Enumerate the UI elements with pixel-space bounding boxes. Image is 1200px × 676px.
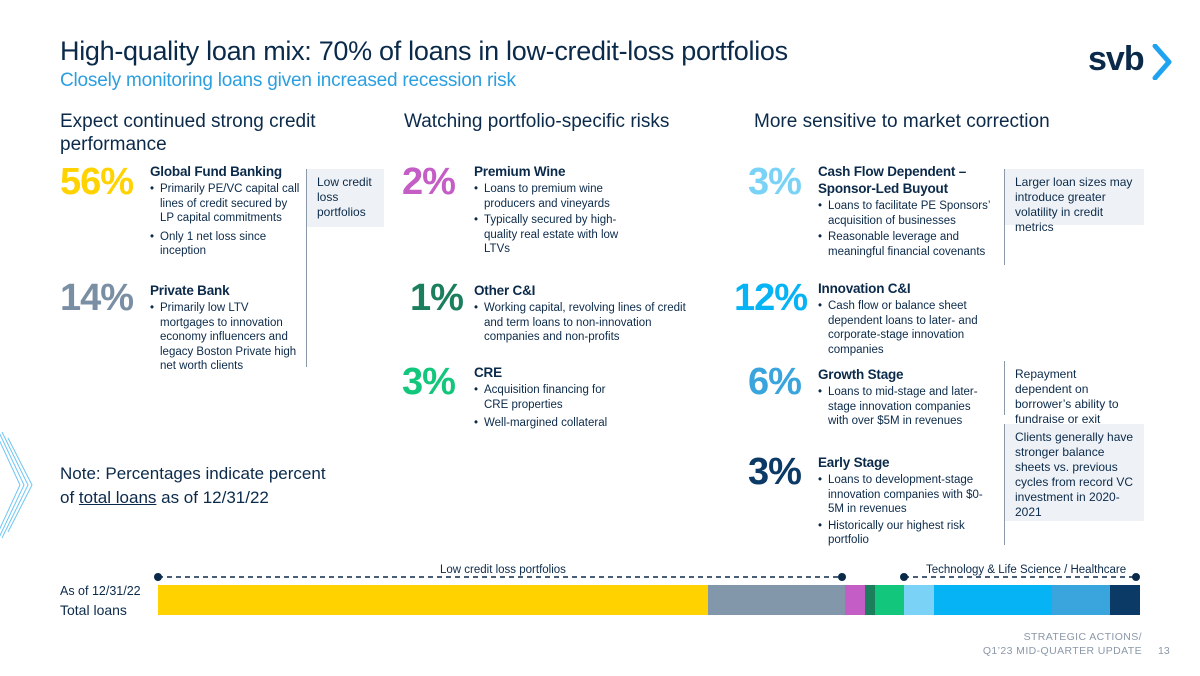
legend-tech-life-science: Technology & Life Science / Healthcare (922, 564, 1131, 576)
bar-segment-es (1110, 585, 1140, 615)
bullet: Loans to facilitate PE Sponsors’ acquisi… (818, 199, 998, 228)
bullet: Cash flow or balance sheet dependent loa… (818, 299, 988, 357)
footnote-suffix: as of 12/31/22 (156, 488, 269, 507)
bullet-list: Loans to facilitate PE Sponsors’ acquisi… (818, 199, 998, 259)
item-innovation-ci: Innovation C&I Cash flow or balance shee… (818, 280, 988, 357)
bullet: Historically our highest risk portfolio (818, 519, 993, 548)
footer-line2: Q1’23 MID-QUARTER UPDATE (982, 645, 1142, 657)
page-subtitle: Closely monitoring loans given increased… (60, 70, 516, 91)
divider-line (1004, 225, 1005, 265)
pct-premium-wine: 2% (402, 161, 456, 203)
bar-segment-gfb (158, 585, 708, 615)
bullet: Working capital, revolving lines of cred… (474, 301, 689, 345)
bar-segment-cfd (904, 585, 934, 615)
bullet-list: Loans to premium wine producers and vine… (474, 182, 674, 257)
item-title: CRE (474, 365, 502, 380)
item-cre: CRE Acquisition financing for CRE proper… (474, 364, 674, 431)
footnote-prefix: Note: Percentages indicate percent of (60, 464, 326, 507)
bullet-list: Loans to mid-stage and later-stage innov… (818, 385, 993, 429)
note-larger-loans: Larger loan sizes may introduce greater … (1004, 169, 1144, 234)
pct-private-bank: 14% (60, 277, 134, 319)
bullet: Well-margined collateral (474, 416, 674, 431)
bullet: Primarily PE/VC capital call lines of cr… (150, 182, 300, 226)
column-heading-watching: Watching portfolio-specific risks (404, 111, 670, 132)
bullet-list: Loans to development-stage innovation co… (818, 473, 993, 548)
bullet: Acquisition financing for CRE properties (474, 383, 619, 412)
item-title: Innovation C&I (818, 281, 911, 296)
footnote-underlined: total loans (78, 488, 157, 507)
item-title: Premium Wine (474, 164, 566, 179)
item-title: Global Fund Banking (150, 164, 282, 179)
bullet-list: Primarily PE/VC capital call lines of cr… (150, 182, 300, 259)
item-premium-wine: Premium Wine Loans to premium wine produ… (474, 163, 674, 257)
item-title: Early Stage (818, 455, 890, 470)
bullet-list: Acquisition financing for CRE properties… (474, 383, 674, 431)
bar-segment-ici (933, 585, 1052, 615)
pct-cash-flow-dependent: 3% (748, 161, 802, 203)
pct-growth-stage: 6% (748, 361, 802, 403)
pct-cre: 3% (402, 361, 456, 403)
footnote: Note: Percentages indicate percent of to… (60, 462, 330, 510)
legend-low-credit-loss: Low credit loss portfolios (436, 564, 570, 576)
item-title: Private Bank (150, 283, 230, 298)
item-title: Other C&I (474, 283, 536, 298)
item-private-bank: Private Bank Primarily low LTV mortgages… (150, 282, 300, 374)
chevron-right-icon (1152, 44, 1172, 80)
logo-text: svb (1088, 40, 1145, 78)
note-repayment: Repayment dependent on borrower’s abilit… (1004, 361, 1144, 426)
bullet: Loans to premium wine producers and vine… (474, 182, 649, 211)
svb-logo: svb (1088, 40, 1178, 80)
item-title-line2: Sponsor-Led Buyout (818, 181, 948, 196)
bullet: Typically secured by high-quality real e… (474, 213, 639, 257)
divider-line (306, 227, 307, 367)
bullet-list: Primarily low LTV mortgages to innovatio… (150, 301, 300, 374)
total-loans-label: Total loans (60, 602, 127, 618)
bar-segment-cre (874, 585, 905, 615)
pct-innovation-ci: 12% (734, 277, 808, 319)
item-title: Growth Stage (818, 367, 904, 382)
note-low-credit-loss: Low credit loss portfolios (306, 169, 384, 227)
bar-segment-oci (865, 585, 875, 615)
pct-global-fund-banking: 56% (60, 161, 134, 203)
bullet: Loans to development-stage innovation co… (818, 473, 993, 517)
decorative-chevrons-icon (0, 431, 33, 539)
note-clients-stronger: Clients generally have stronger balance … (1004, 424, 1144, 521)
footer-line1: STRATEGIC ACTIONS/ (1023, 631, 1142, 643)
column-heading-sensitive: More sensitive to market correction (754, 111, 1050, 132)
item-other-ci: Other C&I Working capital, revolving lin… (474, 282, 689, 345)
pct-other-ci: 1% (410, 277, 464, 319)
as-of-label: As of 12/31/22 (60, 584, 141, 598)
item-early-stage: Early Stage Loans to development-stage i… (818, 454, 993, 548)
item-growth-stage: Growth Stage Loans to mid-stage and late… (818, 366, 993, 429)
bar-segment-wine (845, 585, 865, 615)
total-loans-bar (158, 585, 1140, 615)
item-cash-flow-dependent: Cash Flow Dependent – Sponsor-Led Buyout… (818, 163, 998, 259)
bullet-list: Cash flow or balance sheet dependent loa… (818, 299, 988, 357)
bullet-list: Working capital, revolving lines of cred… (474, 301, 689, 345)
divider-line (1004, 521, 1005, 545)
bullet: Primarily low LTV mortgages to innovatio… (150, 301, 300, 374)
column-heading-strong: Expect continued strong credit performan… (60, 111, 316, 155)
page-number: 13 (1158, 645, 1170, 657)
item-title: Cash Flow Dependent – (818, 164, 967, 179)
pct-early-stage: 3% (748, 451, 802, 493)
page-title: High-quality loan mix: 70% of loans in l… (60, 36, 788, 66)
bullet: Reasonable leverage and meaningful finan… (818, 230, 998, 259)
item-global-fund-banking: Global Fund Banking Primarily PE/VC capi… (150, 163, 300, 259)
bar-segment-gs (1051, 585, 1111, 615)
bar-legend-lines (154, 573, 1140, 581)
bar-segment-pb (707, 585, 846, 615)
bullet: Loans to mid-stage and later-stage innov… (818, 385, 993, 429)
bullet: Only 1 net loss since inception (150, 230, 300, 259)
